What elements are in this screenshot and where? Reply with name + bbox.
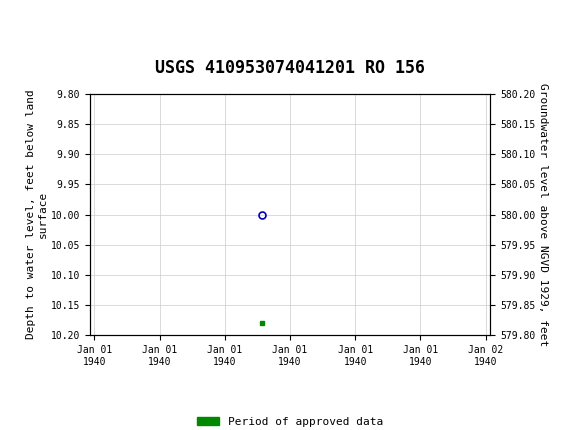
Legend: Period of approved data: Period of approved data xyxy=(193,412,387,430)
Y-axis label: Depth to water level, feet below land
surface: Depth to water level, feet below land su… xyxy=(27,90,48,339)
Text: USGS: USGS xyxy=(32,9,96,29)
Y-axis label: Groundwater level above NGVD 1929, feet: Groundwater level above NGVD 1929, feet xyxy=(538,83,548,346)
Text: ≡: ≡ xyxy=(3,7,24,31)
Text: USGS 410953074041201 RO 156: USGS 410953074041201 RO 156 xyxy=(155,58,425,77)
